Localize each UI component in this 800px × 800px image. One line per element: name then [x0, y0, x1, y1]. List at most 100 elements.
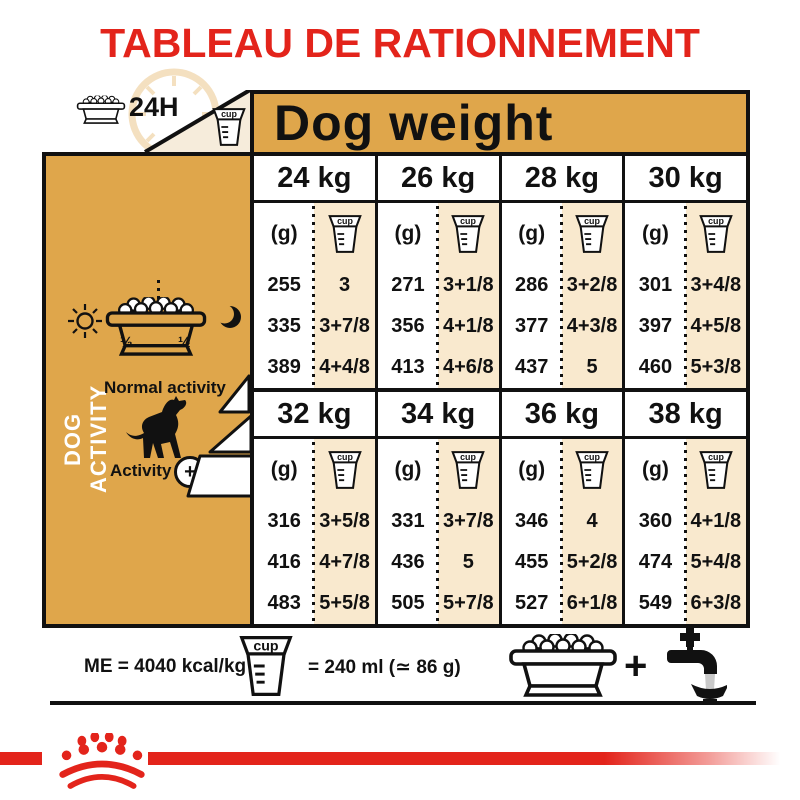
- grams-value: 437: [515, 356, 549, 378]
- sun-icon: [68, 304, 102, 338]
- cups-value: 4+3/8: [566, 315, 618, 337]
- weight-header: 30 kg: [622, 156, 746, 200]
- cup-equivalence-label: = 240 ml (≃ 86 g): [308, 657, 461, 678]
- grams-value: 301: [638, 274, 673, 296]
- food-bowl-icon: [100, 297, 212, 357]
- weight-column: (g) 316 416 483 3+5/8 4+7/8 5+5/8: [254, 439, 375, 624]
- grams-value: 549: [638, 592, 673, 614]
- grams-value: 335: [267, 315, 301, 337]
- measuring-cup-icon: [575, 213, 609, 255]
- cups-value: 3+1/8: [443, 274, 494, 296]
- grams-value: 346: [515, 510, 549, 532]
- water-tap-icon: [667, 627, 727, 703]
- cups-value: 6+3/8: [690, 592, 742, 614]
- grams-header: (g): [518, 222, 546, 245]
- grams-value: 413: [391, 356, 425, 378]
- weight-column: (g) 331 436 505 3+7/8 5 5+7/8: [374, 439, 499, 624]
- grams-value: 397: [638, 315, 673, 337]
- measuring-cup-icon: [699, 449, 733, 491]
- weight-column: (g) 255 335 389 3 3+7/8 4+4/8: [254, 203, 375, 388]
- grams-header: (g): [394, 458, 422, 481]
- dog-activity-sidebar: ½ ½ DOG ACTIVITY Normal activity Activit…: [42, 152, 254, 628]
- grams-value: 474: [638, 551, 673, 573]
- weight-column: (g) 286 377 437 3+2/8 4+3/8 5: [498, 203, 623, 388]
- cups-value: 4+6/8: [443, 356, 494, 378]
- grams-value: 460: [638, 356, 673, 378]
- grams-value: 255: [267, 274, 301, 296]
- grams-value: 360: [638, 510, 673, 532]
- cups-value: 5: [462, 551, 474, 573]
- dog-weight-label: Dog weight: [274, 95, 554, 151]
- measuring-cup-icon: [328, 449, 362, 491]
- grams-value: 271: [391, 274, 425, 296]
- normal-activity-label: Normal activity: [104, 378, 226, 397]
- measuring-cup-icon: [575, 449, 609, 491]
- grams-value: 356: [391, 315, 425, 337]
- page-title: TABLEAU DE RATIONNEMENT: [100, 20, 700, 66]
- royal-canin-crown-icon: [59, 733, 145, 789]
- grams-header: (g): [642, 222, 669, 245]
- cups-value: 3: [339, 274, 351, 296]
- activity-plus-label: Activity: [110, 461, 172, 480]
- grams-value: 331: [391, 510, 425, 532]
- weight-section-24-30: 24 kg 26 kg 28 kg 30 kg (g) 255 335 389: [254, 156, 746, 388]
- dog-silhouette-icon: [126, 396, 187, 458]
- plus-sign: +: [624, 644, 648, 688]
- measuring-cup-icon: [328, 213, 362, 255]
- cups-value: 4+4/8: [319, 356, 370, 378]
- measuring-cup-icon: [239, 633, 293, 699]
- food-bowl-icon: [502, 634, 624, 698]
- metabolizable-energy-label: ME = 4040 kcal/kg: [84, 656, 247, 677]
- cups-value: 3+5/8: [319, 510, 370, 532]
- grams-header: (g): [518, 458, 546, 481]
- weight-header: 24 kg: [277, 161, 352, 194]
- grams-header: (g): [394, 222, 422, 245]
- ration-table: 24H Dog weight ½ ½: [42, 90, 750, 628]
- grams-value: 527: [515, 592, 549, 614]
- cups-value: 4+5/8: [690, 315, 742, 337]
- measuring-cup-icon: [212, 106, 246, 148]
- weight-header: 36 kg: [498, 392, 623, 436]
- weight-column: (g) 301 397 460 3+4/8 4+5/8 5+3/8: [622, 203, 746, 388]
- cups-value: 5+3/8: [690, 356, 742, 378]
- cups-value: 3+7/8: [443, 510, 494, 532]
- weight-header: 34 kg: [374, 392, 499, 436]
- grams-header: (g): [270, 222, 298, 245]
- activity-level-wedges: [186, 374, 254, 498]
- cups-value: 6+1/8: [566, 592, 618, 614]
- half-ration-evening: ½: [178, 334, 191, 351]
- grams-value: 416: [267, 551, 301, 573]
- cups-value: 3+2/8: [566, 274, 618, 296]
- measuring-cup-icon: [699, 213, 733, 255]
- cups-value: 3+7/8: [319, 315, 370, 337]
- grams-header: (g): [642, 458, 669, 481]
- table-corner-cell: 24H: [42, 90, 250, 152]
- cups-value: 5+2/8: [566, 551, 618, 573]
- grams-value: 286: [515, 274, 549, 296]
- weight-header: 28 kg: [498, 156, 623, 200]
- dog-weight-header: Dog weight: [250, 90, 750, 152]
- cups-value: 4+1/8: [690, 510, 742, 532]
- ration-grid: 24 kg 26 kg 28 kg 30 kg (g) 255 335 389: [250, 152, 750, 628]
- cups-value: 4: [586, 510, 598, 532]
- weight-column: (g) 271 356 413 3+1/8 4+1/8 4+6/8: [374, 203, 499, 388]
- grams-value: 505: [391, 592, 425, 614]
- grams-value: 436: [391, 551, 425, 573]
- grams-value: 316: [267, 510, 301, 532]
- weight-header-row: 32 kg 34 kg 36 kg 38 kg: [254, 392, 746, 439]
- weight-header-row: 24 kg 26 kg 28 kg 30 kg: [254, 156, 746, 203]
- moon-icon: [216, 304, 241, 328]
- measuring-cup-icon: [451, 213, 485, 255]
- measuring-cup-icon: [451, 449, 485, 491]
- weight-header: 38 kg: [622, 392, 746, 436]
- weight-header: 32 kg: [277, 397, 352, 430]
- cups-value: 5+7/8: [443, 592, 494, 614]
- weight-column: (g) 360 474 549 4+1/8 5+4/8 6+3/8: [622, 439, 746, 624]
- weight-section-32-38: 32 kg 34 kg 36 kg 38 kg (g) 316 416 483: [254, 388, 746, 624]
- grams-value: 455: [515, 551, 549, 573]
- cups-value: 4+7/8: [319, 551, 370, 573]
- grams-value: 377: [515, 315, 549, 337]
- weight-column: (g) 346 455 527 4 5+2/8 6+1/8: [498, 439, 623, 624]
- cups-value: 4+1/8: [443, 315, 494, 337]
- grams-value: 389: [267, 356, 301, 378]
